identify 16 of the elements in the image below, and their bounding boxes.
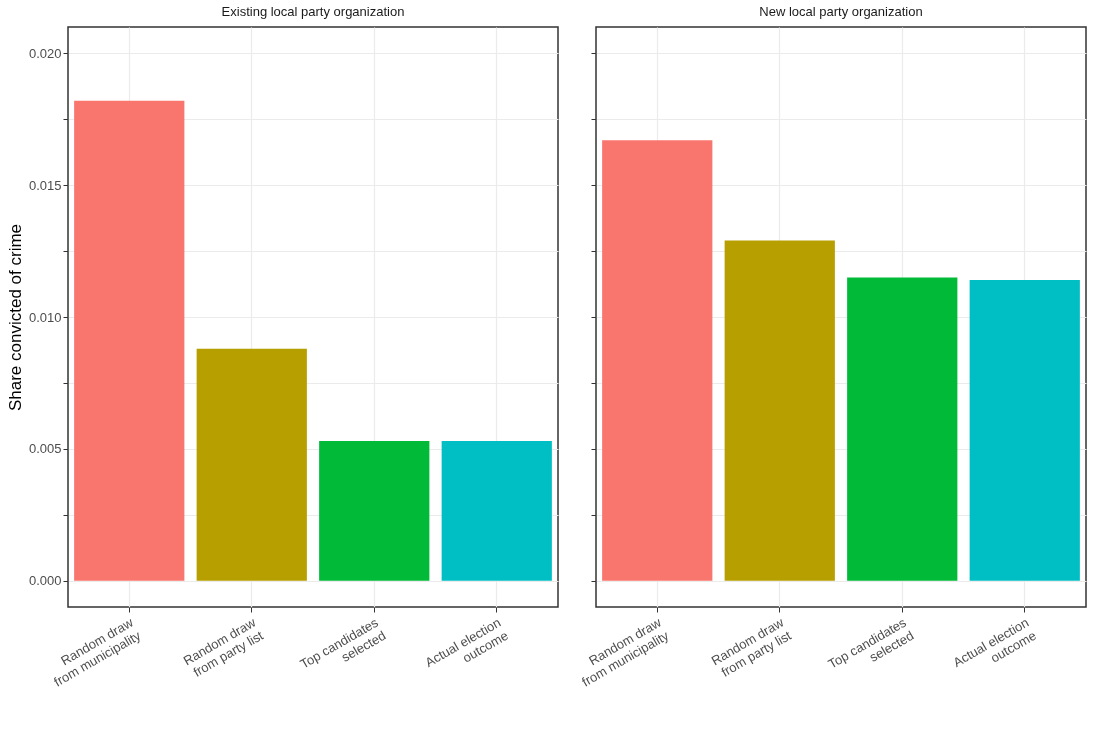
bar xyxy=(196,348,307,581)
y-tick-label: 0.000 xyxy=(28,573,62,589)
bar xyxy=(319,440,430,581)
bar xyxy=(602,140,713,581)
bar xyxy=(847,277,958,581)
chart-title: New local party organization xyxy=(759,4,923,19)
chart-title: Existing local party organization xyxy=(221,4,405,19)
y-tick-label: 0.015 xyxy=(28,177,62,193)
bar xyxy=(724,240,835,581)
bar xyxy=(441,440,552,581)
y-tick-label: 0.020 xyxy=(28,45,62,61)
bar xyxy=(74,100,185,581)
y-tick-label: 0.010 xyxy=(28,309,62,325)
y-tick-label: 0.005 xyxy=(28,441,62,457)
y-axis-title: Share convicted of crime xyxy=(5,223,25,412)
bar xyxy=(969,280,1080,581)
